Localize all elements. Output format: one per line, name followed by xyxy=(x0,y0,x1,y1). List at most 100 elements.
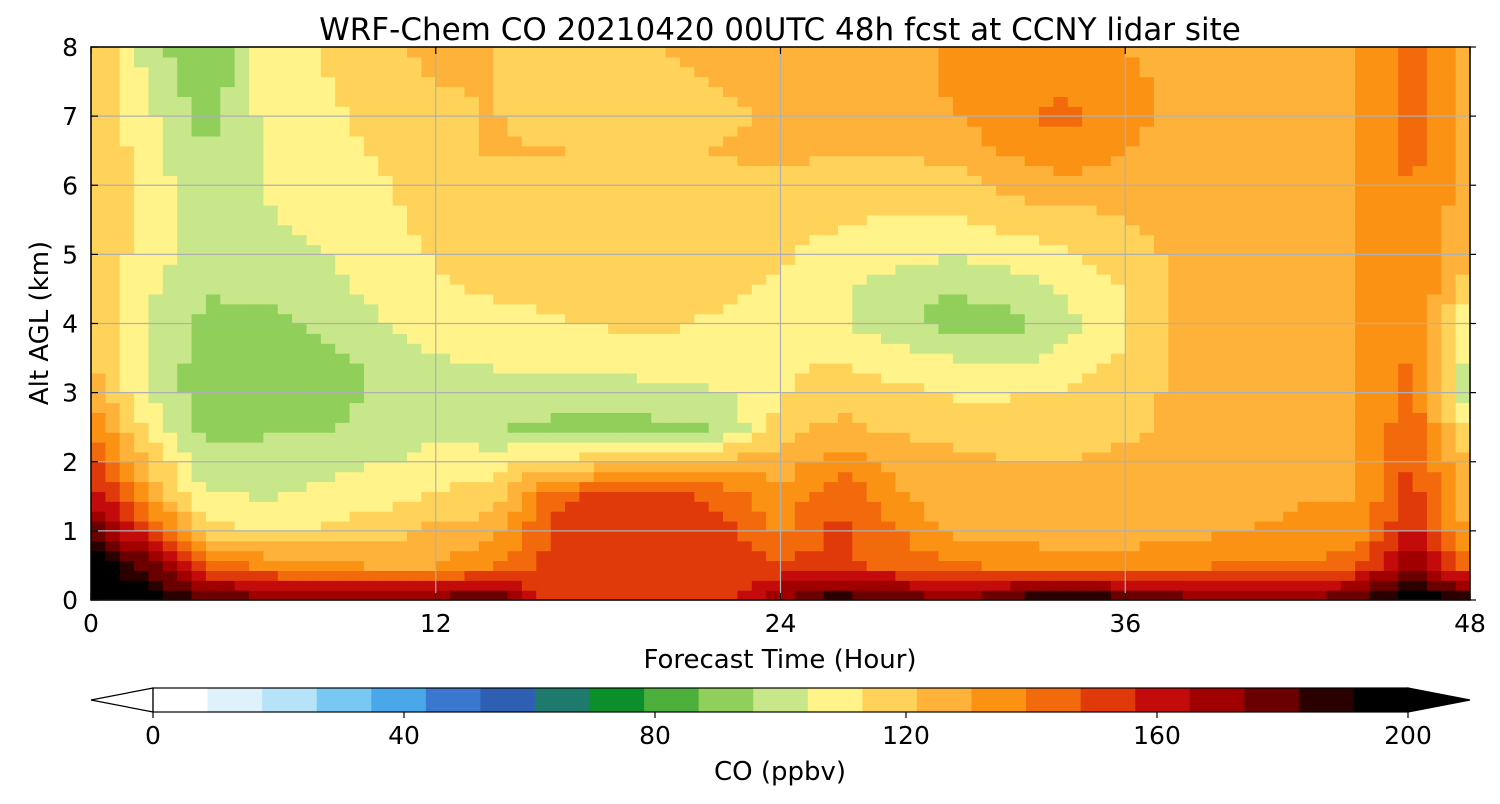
heatmap-cell xyxy=(1182,550,1198,562)
heatmap-cell xyxy=(320,590,336,600)
heatmap-cell xyxy=(866,244,882,255)
heatmap-cell xyxy=(162,333,178,344)
heatmap-cell xyxy=(1297,451,1313,463)
heatmap-cell xyxy=(837,106,853,117)
heatmap-cell xyxy=(91,274,106,285)
heatmap-cell xyxy=(249,175,264,186)
heatmap-cell xyxy=(148,590,164,600)
heatmap-cell xyxy=(550,501,566,512)
heatmap-cell xyxy=(292,264,308,275)
heatmap-cell xyxy=(1455,323,1470,334)
heatmap-cell xyxy=(1182,96,1198,107)
heatmap-cell xyxy=(1082,471,1098,483)
heatmap-cell xyxy=(737,86,753,97)
heatmap-cell xyxy=(823,422,839,433)
heatmap-cell xyxy=(1268,264,1284,275)
heatmap-cell xyxy=(852,432,868,443)
heatmap-cell xyxy=(924,264,940,275)
heatmap-cell xyxy=(636,442,652,453)
heatmap-cell xyxy=(220,412,236,423)
heatmap-cell xyxy=(909,214,925,226)
heatmap-cell xyxy=(694,560,710,571)
heatmap-cell xyxy=(1340,284,1356,295)
heatmap-cell xyxy=(320,550,336,562)
heatmap-cell xyxy=(407,195,422,206)
heatmap-cell xyxy=(967,116,983,127)
heatmap-cell xyxy=(780,432,796,443)
heatmap-cell xyxy=(493,461,509,473)
heatmap-cell xyxy=(363,274,379,285)
heatmap-cell xyxy=(1024,422,1040,433)
heatmap-cell xyxy=(679,313,695,325)
heatmap-cell xyxy=(895,284,911,295)
heatmap-cell xyxy=(608,550,624,562)
heatmap-cell xyxy=(536,550,552,562)
heatmap-cell xyxy=(751,363,767,374)
heatmap-cell xyxy=(1024,501,1040,512)
heatmap-cell xyxy=(1398,145,1414,157)
heatmap-cell xyxy=(1197,550,1213,562)
heatmap-cell xyxy=(263,412,279,423)
heatmap-cell xyxy=(1369,96,1385,107)
heatmap-cell xyxy=(1096,471,1112,483)
heatmap-cell xyxy=(909,471,925,483)
heatmap-cell xyxy=(981,234,997,246)
heatmap-cell xyxy=(1168,382,1184,394)
heatmap-cell xyxy=(478,165,494,176)
heatmap-cell xyxy=(809,234,825,246)
heatmap-cell xyxy=(995,530,1011,542)
heatmap-cell xyxy=(191,580,207,591)
heatmap-cell xyxy=(521,205,537,216)
heatmap-cell xyxy=(1096,175,1112,186)
heatmap-cell xyxy=(794,254,810,265)
heatmap-cell xyxy=(421,155,437,167)
heatmap-cell xyxy=(378,175,394,186)
heatmap-cell xyxy=(995,481,1011,492)
heatmap-cell xyxy=(723,343,738,354)
heatmap-cell xyxy=(694,382,710,394)
heatmap-cell xyxy=(1067,580,1083,591)
heatmap-cell xyxy=(435,244,451,255)
heatmap-cell xyxy=(421,145,437,157)
heatmap-cell xyxy=(1153,205,1169,216)
heatmap-cell xyxy=(1441,135,1457,147)
heatmap-cell xyxy=(277,590,293,600)
heatmap-cell xyxy=(1096,540,1112,552)
heatmap-cell xyxy=(622,590,638,600)
heatmap-cell xyxy=(521,185,537,196)
heatmap-cell xyxy=(249,481,264,492)
heatmap-cell xyxy=(1110,521,1126,532)
heatmap-cell xyxy=(952,471,968,483)
heatmap-cell xyxy=(249,293,264,305)
heatmap-cell xyxy=(1082,135,1098,147)
heatmap-cell xyxy=(335,511,351,522)
heatmap-cell xyxy=(593,323,609,334)
heatmap-cell xyxy=(579,363,595,374)
heatmap-cell xyxy=(1110,363,1126,374)
heatmap-cell xyxy=(1168,293,1184,305)
heatmap-cell xyxy=(1254,501,1270,512)
heatmap-cell xyxy=(1311,106,1327,117)
heatmap-cell xyxy=(1067,244,1083,255)
heatmap-cell xyxy=(550,303,566,315)
heatmap-cell xyxy=(392,284,408,295)
heatmap-cell xyxy=(766,353,782,364)
heatmap-cell xyxy=(837,254,853,265)
heatmap-cell xyxy=(1153,86,1169,97)
heatmap-cell xyxy=(1225,530,1241,542)
heatmap-cell xyxy=(636,540,652,552)
heatmap-cell xyxy=(464,540,480,552)
heatmap-cell xyxy=(378,165,394,176)
heatmap-cell xyxy=(148,126,164,137)
heatmap-cell xyxy=(1254,530,1270,542)
heatmap-cell xyxy=(1412,481,1428,492)
heatmap-cell xyxy=(148,343,164,354)
heatmap-cell xyxy=(1254,392,1270,404)
heatmap-cell xyxy=(1182,471,1198,483)
heatmap-cell xyxy=(938,363,954,374)
heatmap-cell xyxy=(1340,293,1356,305)
heatmap-cell xyxy=(1355,323,1371,334)
heatmap-cell xyxy=(1355,313,1371,325)
heatmap-cell xyxy=(995,372,1011,384)
heatmap-cell xyxy=(335,175,351,186)
